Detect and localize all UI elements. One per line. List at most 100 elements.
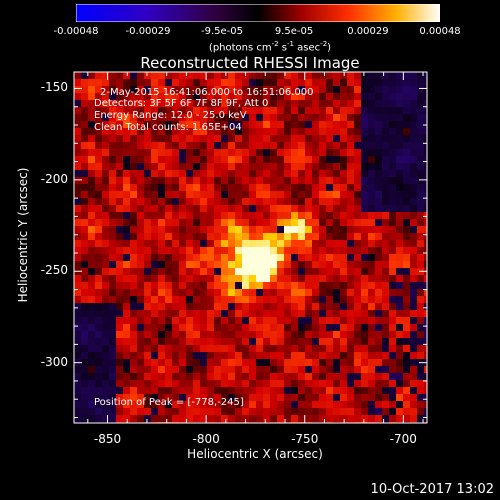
heatmap-cell [95,247,102,254]
heatmap-cell [165,324,172,331]
heatmap-cell [123,177,130,184]
heatmap-cell [298,317,305,324]
heatmap-cell [403,142,410,149]
heatmap-cell [354,282,361,289]
heatmap-cell [319,93,326,100]
heatmap-cell [74,93,81,100]
heatmap-cell [333,149,340,156]
heatmap-cell [312,254,319,261]
heatmap-cell [347,142,354,149]
heatmap-cell [193,282,200,289]
heatmap-cell [165,352,172,359]
colorbar-tick-label: 0.00048 [419,26,461,37]
heatmap-cell [200,72,207,79]
heatmap-cell [298,156,305,163]
heatmap-cell [396,282,403,289]
heatmap-cell [333,135,340,142]
heatmap-cell [186,233,193,240]
heatmap-cell [242,184,249,191]
heatmap-cell [305,303,312,310]
heatmap-cell [319,352,326,359]
heatmap-cell [165,135,172,142]
heatmap-cell [172,324,179,331]
heatmap-cell [179,359,186,366]
heatmap-cell [165,366,172,373]
heatmap-cell [291,415,298,422]
heatmap-cell [249,163,256,170]
heatmap-cell [389,142,396,149]
heatmap-cell [200,247,207,254]
heatmap-cell [179,177,186,184]
heatmap-cell [298,324,305,331]
heatmap-cell [382,198,389,205]
heatmap-cell [333,170,340,177]
heatmap-cell [81,156,88,163]
heatmap-cell [228,422,235,429]
heatmap-cell [319,275,326,282]
heatmap-cell [389,93,396,100]
heatmap-cell [375,86,382,93]
heatmap-cell [179,317,186,324]
heatmap-cell [249,296,256,303]
heatmap-cell [228,156,235,163]
heatmap-cell [137,359,144,366]
heatmap-cell [88,198,95,205]
heatmap-cell [109,317,116,324]
heatmap-cell [158,177,165,184]
heatmap-cell [81,282,88,289]
heatmap-cell [88,219,95,226]
heatmap-cell [305,247,312,254]
heatmap-cell [137,135,144,142]
footer-date: 10-Oct-2017 13:02 [370,482,494,497]
heatmap-cell [326,170,333,177]
heatmap-cell [424,233,431,240]
heatmap-cell [284,156,291,163]
heatmap-cell [88,205,95,212]
heatmap-cell [354,205,361,212]
heatmap-cell [319,142,326,149]
heatmap-cell [298,170,305,177]
heatmap-cell [263,268,270,275]
heatmap-cell [74,268,81,275]
heatmap-cell [347,373,354,380]
heatmap-cell [130,303,137,310]
heatmap-cell [95,373,102,380]
heatmap-cell [305,359,312,366]
heatmap-cell [123,317,130,324]
heatmap-cell [375,387,382,394]
heatmap-cell [214,303,221,310]
heatmap-cell [235,310,242,317]
heatmap-cell [410,149,417,156]
heatmap-cell [389,114,396,121]
heatmap-cell [137,324,144,331]
heatmap-cell [123,408,130,415]
peak-position-text: Position of Peak = [-778,-245] [94,397,244,408]
heatmap-cell [123,79,130,86]
heatmap-cell [242,275,249,282]
heatmap-cell [291,163,298,170]
heatmap-cell [102,219,109,226]
x-tick-label: -850 [93,432,122,446]
heatmap-cell [333,121,340,128]
heatmap-cell [354,212,361,219]
heatmap-cell [242,79,249,86]
heatmap-cell [396,408,403,415]
heatmap-cell [263,121,270,128]
heatmap-cell [291,268,298,275]
heatmap-cell [172,156,179,163]
heatmap-cell [382,107,389,114]
heatmap-cell [249,303,256,310]
heatmap-cell [298,233,305,240]
heatmap-cell [312,317,319,324]
heatmap-cell [109,240,116,247]
heatmap-cell [165,72,172,79]
heatmap-cell [179,352,186,359]
heatmap-cell [340,184,347,191]
heatmap-cell [242,380,249,387]
heatmap-cell [410,282,417,289]
heatmap-cell [305,142,312,149]
heatmap-cell [235,226,242,233]
heatmap-cell [235,387,242,394]
heatmap-cell [116,352,123,359]
heatmap-cell [109,261,116,268]
